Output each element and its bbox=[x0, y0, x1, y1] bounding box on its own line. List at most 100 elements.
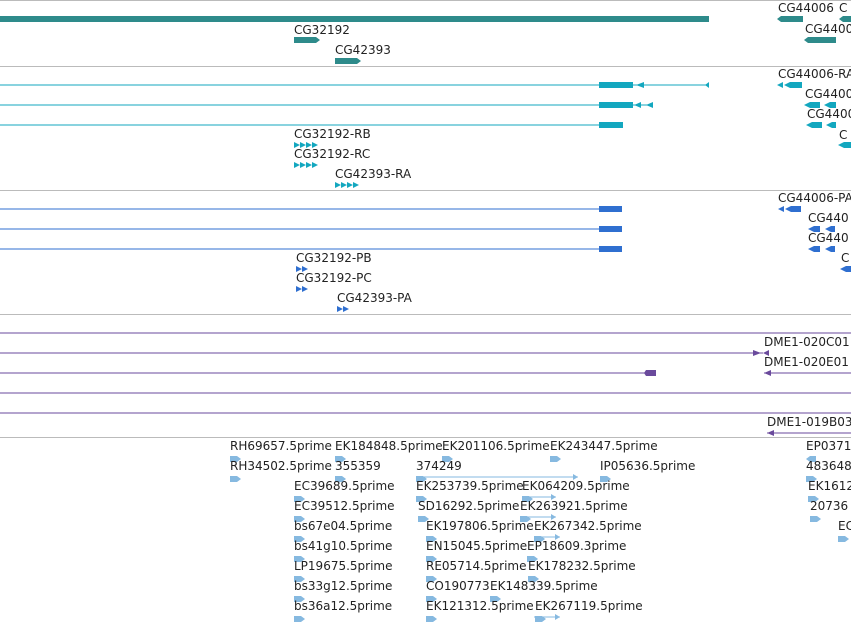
est-label: bs67e04.5prime bbox=[294, 519, 392, 533]
protein-domain bbox=[599, 226, 622, 232]
protein-label: CG32192-PC bbox=[296, 271, 372, 285]
est-span-arrow bbox=[573, 474, 578, 480]
est-label: bs41g10.5prime bbox=[294, 539, 392, 553]
est-feature[interactable] bbox=[600, 476, 611, 482]
est-span-arrow bbox=[551, 514, 556, 520]
est-feature[interactable] bbox=[418, 516, 429, 522]
transposon-track: DME1-020C01 DME1-020E01 DME1-019B03 bbox=[0, 332, 851, 436]
gene-feature[interactable] bbox=[294, 37, 320, 43]
gene-label: CG32192 bbox=[294, 23, 350, 37]
protein-feature[interactable] bbox=[337, 306, 349, 312]
transposon-label: DME1-020E01 bbox=[764, 355, 849, 369]
protein-feature[interactable] bbox=[808, 246, 835, 252]
est-feature[interactable] bbox=[426, 596, 437, 602]
est-feature[interactable] bbox=[426, 556, 437, 562]
est-feature[interactable] bbox=[550, 456, 561, 462]
est-feature[interactable] bbox=[230, 476, 241, 482]
gene-label: C bbox=[839, 1, 847, 15]
est-feature[interactable] bbox=[294, 556, 305, 562]
gene-feature[interactable] bbox=[839, 16, 851, 22]
est-label: EK148339.5prime bbox=[490, 579, 598, 593]
transposon-arrow bbox=[763, 350, 769, 356]
est-feature[interactable] bbox=[335, 456, 346, 462]
est-label: 20736 bbox=[810, 499, 848, 513]
est-label: CO190773 bbox=[426, 579, 490, 593]
gene-feature[interactable] bbox=[777, 16, 803, 22]
est-feature[interactable] bbox=[806, 476, 817, 482]
protein-domain bbox=[599, 246, 622, 252]
mrna-exon bbox=[646, 102, 653, 108]
gene-feature[interactable] bbox=[335, 58, 361, 64]
est-feature[interactable] bbox=[806, 456, 816, 462]
est-label: EK253739.5prime bbox=[416, 479, 524, 493]
gene-feature[interactable] bbox=[804, 37, 836, 43]
protein-label: CG440 bbox=[808, 231, 849, 245]
est-label: EK267342.5prime bbox=[534, 519, 642, 533]
est-label: 483648 bbox=[806, 459, 851, 473]
protein-domain bbox=[599, 206, 622, 212]
est-label: EK267119.5prime bbox=[535, 599, 643, 613]
est-feature[interactable] bbox=[294, 616, 305, 622]
est-span-arrow bbox=[555, 614, 560, 620]
est-label: bs36a12.5prime bbox=[294, 599, 392, 613]
est-label: EC39689.5prime bbox=[294, 479, 395, 493]
est-label: EP0371 bbox=[806, 439, 851, 453]
est-feature[interactable] bbox=[230, 456, 241, 462]
est-label: IP05636.5prime bbox=[600, 459, 695, 473]
protein-feature[interactable] bbox=[296, 286, 308, 292]
gene-label: CG44006 bbox=[778, 1, 834, 15]
est-label: 355359 bbox=[335, 459, 381, 473]
est-feature[interactable] bbox=[808, 496, 819, 502]
est-feature[interactable] bbox=[528, 576, 539, 582]
est-feature[interactable] bbox=[294, 516, 305, 522]
transposon-arrow bbox=[753, 350, 761, 356]
protein-feature[interactable] bbox=[296, 266, 308, 272]
est-feature[interactable] bbox=[810, 516, 821, 522]
protein-feature[interactable] bbox=[778, 206, 801, 212]
protein-label: C bbox=[841, 251, 849, 265]
est-label: RH69657.5prime bbox=[230, 439, 332, 453]
est-feature[interactable] bbox=[335, 476, 346, 482]
est-feature[interactable] bbox=[426, 536, 437, 542]
est-feature[interactable] bbox=[294, 596, 305, 602]
est-feature[interactable] bbox=[490, 596, 501, 602]
protein-label: CG42393-PA bbox=[337, 291, 413, 305]
track-dividers bbox=[0, 0, 851, 438]
mrna-feature[interactable] bbox=[294, 142, 318, 148]
protein-label: CG44006-PA bbox=[778, 191, 851, 205]
est-feature[interactable] bbox=[442, 456, 453, 462]
gene-feature[interactable] bbox=[0, 16, 709, 22]
est-feature[interactable] bbox=[426, 576, 437, 582]
protein-feature[interactable] bbox=[808, 226, 835, 232]
gene-label: CG44006 bbox=[805, 22, 851, 36]
transposon-label: DME1-019B03 bbox=[767, 415, 851, 429]
est-feature[interactable] bbox=[294, 536, 305, 542]
est-feature[interactable] bbox=[416, 496, 427, 502]
est-label: EK197806.5prime bbox=[426, 519, 534, 533]
gene-track: CG32192 CG42393 CG44006 C CG44006 bbox=[0, 1, 851, 64]
transposon-arrow bbox=[764, 370, 771, 376]
est-label: EK121312.5prime bbox=[426, 599, 534, 613]
mrna-feature[interactable] bbox=[294, 162, 318, 168]
mrna-feature[interactable] bbox=[804, 102, 836, 108]
protein-feature[interactable] bbox=[840, 266, 851, 272]
mrna-feature[interactable] bbox=[777, 82, 802, 88]
mrna-exon bbox=[599, 102, 633, 108]
est-feature[interactable] bbox=[527, 556, 538, 562]
est-label: EC bbox=[838, 519, 851, 533]
est-feature[interactable] bbox=[838, 536, 849, 542]
transposon-arrow bbox=[644, 370, 656, 376]
mrna-feature[interactable] bbox=[838, 142, 851, 148]
est-label: 374249 bbox=[416, 459, 462, 473]
est-feature[interactable] bbox=[294, 576, 305, 582]
est-track: RH69657.5prime EK184848.5prime EK201106.5p… bbox=[230, 439, 851, 622]
mrna-feature[interactable] bbox=[335, 182, 359, 188]
est-feature[interactable] bbox=[426, 616, 437, 622]
est-label: EP18609.3prime bbox=[527, 539, 626, 553]
mrna-exon bbox=[599, 122, 623, 128]
transposon-label: DME1-020C01 bbox=[764, 335, 850, 349]
mrna-feature[interactable] bbox=[806, 122, 836, 128]
est-feature[interactable] bbox=[294, 496, 305, 502]
est-label: EC39512.5prime bbox=[294, 499, 395, 513]
